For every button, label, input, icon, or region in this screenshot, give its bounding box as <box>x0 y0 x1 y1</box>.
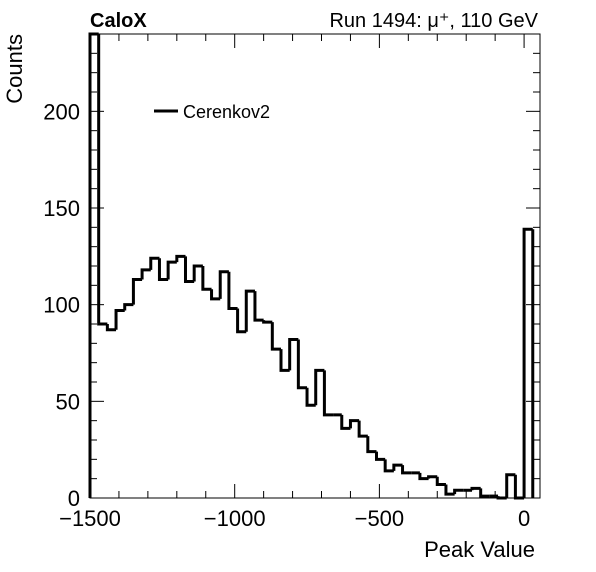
y-tick-label: 100 <box>43 293 80 318</box>
histogram-bin <box>513 474 525 500</box>
histogram-bin <box>479 488 490 498</box>
histogram-bin <box>427 475 438 479</box>
histogram-bin <box>314 368 325 406</box>
histogram-bin <box>383 459 394 473</box>
y-tick-label: 200 <box>43 99 80 124</box>
histogram-bin <box>227 271 238 311</box>
histogram-bin <box>366 436 377 454</box>
histogram-bin <box>453 488 464 495</box>
histogram-bin <box>435 476 446 486</box>
histogram-bin <box>288 337 299 371</box>
y-tick-label: 0 <box>68 486 80 511</box>
legend-label-cerenkov2: Cerenkov2 <box>183 102 270 122</box>
histogram-bin <box>279 349 290 372</box>
y-tick-label: 50 <box>56 389 80 414</box>
histogram-bin <box>201 266 212 291</box>
histogram-bin <box>470 486 481 491</box>
histogram-bin <box>418 472 429 481</box>
x-tick-label: −1500 <box>59 506 121 531</box>
histogram-bin <box>296 339 308 390</box>
histogram-bin <box>522 227 533 498</box>
legend: Cerenkov2 <box>154 102 270 122</box>
histogram-bin <box>401 465 412 475</box>
histogram-bin <box>340 414 351 430</box>
histogram-bin <box>348 419 360 429</box>
histogram-series <box>88 32 535 500</box>
histogram-bin <box>210 289 221 301</box>
x-tick-label: −500 <box>355 506 405 531</box>
histogram-bin <box>105 324 117 332</box>
histogram-bin <box>357 420 368 438</box>
histogram-bin <box>97 34 108 326</box>
histogram-bin <box>166 260 177 280</box>
histogram-bin <box>262 320 273 324</box>
experiment-label: CaloX <box>90 10 147 32</box>
histogram-bin <box>140 268 151 280</box>
y-axis-ticks: 0 50 100 150 200 <box>43 33 540 511</box>
plot-axes <box>89 33 541 499</box>
histogram-bin <box>392 463 403 471</box>
histogram-bin <box>305 387 316 407</box>
histogram-bin <box>374 451 386 461</box>
histogram-bin <box>322 370 334 417</box>
histogram-bin <box>88 32 99 498</box>
histogram-bin <box>253 291 264 322</box>
histogram-bin <box>175 254 186 263</box>
histogram-bin <box>123 303 134 311</box>
x-tick-label: −1000 <box>204 506 266 531</box>
histogram-bin <box>505 473 516 498</box>
histogram-bin <box>183 256 195 283</box>
run-info-label: Run 1494: μ⁺, 110 GeV <box>329 10 538 32</box>
histogram-bin <box>444 484 455 496</box>
y-axis-label: Counts <box>2 34 27 104</box>
x-axis-ticks: −1500 −1000 −500 0 <box>59 34 530 531</box>
histogram-bin <box>496 496 507 500</box>
y-tick-label: 150 <box>43 196 80 221</box>
histogram-bin <box>192 264 203 282</box>
histogram-bin <box>157 258 169 282</box>
x-axis-label: Peak Value <box>424 537 535 562</box>
histogram-bin <box>131 278 143 305</box>
histogram-bin <box>114 308 125 330</box>
histogram-bin <box>218 270 229 299</box>
histogram-bin <box>270 322 281 351</box>
histogram-bin <box>236 308 247 334</box>
plot-frame <box>89 33 541 499</box>
histogram-bin <box>149 256 160 270</box>
histogram-bin <box>244 289 255 332</box>
x-tick-label: 0 <box>518 506 530 531</box>
